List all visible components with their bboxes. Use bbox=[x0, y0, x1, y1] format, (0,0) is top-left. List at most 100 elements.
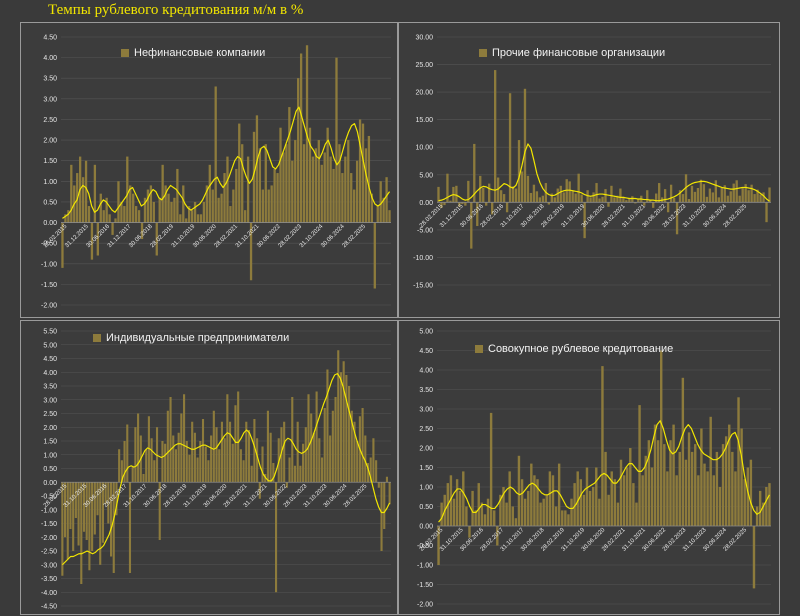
bar bbox=[69, 482, 72, 529]
bar bbox=[81, 177, 85, 223]
bar bbox=[458, 490, 462, 526]
bar bbox=[335, 57, 338, 223]
bar bbox=[131, 465, 134, 483]
bar bbox=[520, 171, 524, 203]
y-tick-label: -5.00 bbox=[417, 227, 433, 234]
bar bbox=[705, 196, 709, 203]
bar bbox=[370, 193, 373, 223]
bar bbox=[77, 482, 80, 546]
bar bbox=[220, 193, 223, 223]
bar bbox=[482, 188, 485, 203]
bar bbox=[616, 195, 619, 203]
bar bbox=[526, 175, 530, 203]
bar bbox=[660, 350, 663, 526]
bar bbox=[299, 53, 303, 223]
bar bbox=[467, 180, 470, 203]
bar bbox=[437, 186, 440, 203]
bar bbox=[385, 177, 388, 223]
y-tick-label: 4.50 bbox=[419, 348, 433, 355]
bar bbox=[468, 526, 471, 538]
y-tick-label: 1.50 bbox=[43, 158, 57, 165]
y-tick-label: 3.50 bbox=[419, 387, 433, 394]
bar bbox=[353, 189, 356, 223]
bar bbox=[226, 156, 229, 223]
bar bbox=[188, 206, 191, 223]
bar bbox=[326, 369, 329, 483]
bar bbox=[750, 184, 753, 203]
bar bbox=[508, 93, 512, 203]
bar bbox=[580, 194, 583, 203]
y-tick-label: 25.00 bbox=[415, 62, 433, 69]
bar bbox=[520, 479, 524, 526]
bar bbox=[479, 175, 482, 203]
bar bbox=[634, 202, 637, 204]
bar bbox=[369, 457, 372, 483]
bar bbox=[672, 424, 675, 526]
bar bbox=[709, 416, 712, 526]
bar bbox=[631, 196, 634, 203]
y-tick-label: 1.00 bbox=[43, 452, 57, 459]
bar bbox=[697, 475, 700, 526]
bar bbox=[280, 427, 283, 483]
bar bbox=[170, 201, 173, 223]
bar bbox=[207, 460, 210, 483]
bar bbox=[72, 482, 75, 551]
bar bbox=[577, 173, 580, 203]
bar bbox=[217, 197, 220, 223]
bar bbox=[353, 421, 356, 483]
bar bbox=[234, 405, 237, 483]
bar bbox=[741, 186, 744, 203]
bar bbox=[696, 188, 700, 203]
bar bbox=[728, 424, 731, 526]
bar bbox=[173, 197, 176, 223]
bar bbox=[193, 201, 197, 223]
bar bbox=[535, 191, 539, 203]
bar bbox=[348, 386, 351, 483]
bar bbox=[108, 214, 111, 223]
bar bbox=[279, 127, 282, 223]
bar bbox=[687, 199, 691, 203]
y-tick-label: -3.00 bbox=[41, 562, 57, 569]
bar bbox=[177, 432, 180, 483]
bar bbox=[601, 196, 604, 203]
bar bbox=[118, 449, 121, 483]
y-tick-label: -1.00 bbox=[417, 563, 433, 570]
bar bbox=[567, 514, 570, 526]
bar bbox=[491, 202, 494, 215]
bar bbox=[87, 206, 91, 223]
y-tick-label: -2.50 bbox=[41, 549, 57, 556]
bar bbox=[511, 186, 515, 203]
bar bbox=[115, 482, 118, 516]
bar bbox=[320, 457, 324, 483]
bar bbox=[232, 189, 235, 223]
bar bbox=[511, 506, 514, 526]
bar bbox=[514, 188, 518, 203]
bar bbox=[176, 168, 179, 223]
bar bbox=[601, 366, 604, 526]
bar bbox=[229, 421, 232, 483]
bar bbox=[70, 164, 73, 223]
bar bbox=[155, 222, 158, 256]
bar bbox=[147, 416, 150, 483]
legend-label: Прочие финансовые организации bbox=[492, 47, 666, 59]
bar bbox=[641, 475, 644, 526]
bar bbox=[96, 222, 99, 256]
y-tick-label: 4.00 bbox=[419, 368, 433, 375]
legend-swatch bbox=[475, 345, 483, 353]
bar bbox=[684, 459, 688, 526]
bar bbox=[307, 394, 310, 483]
bar bbox=[199, 214, 203, 223]
bar bbox=[293, 465, 297, 483]
y-tick-label: 20.00 bbox=[415, 90, 433, 97]
bar bbox=[530, 463, 533, 526]
series-line bbox=[62, 106, 391, 219]
bar bbox=[244, 210, 247, 223]
bar bbox=[576, 471, 579, 526]
bar bbox=[137, 210, 141, 223]
bar bbox=[180, 413, 183, 483]
y-tick-label: -0.50 bbox=[417, 543, 433, 550]
y-tick-label: 3.50 bbox=[43, 76, 57, 83]
bar bbox=[712, 475, 715, 526]
bar bbox=[635, 502, 638, 526]
bar bbox=[205, 185, 208, 223]
